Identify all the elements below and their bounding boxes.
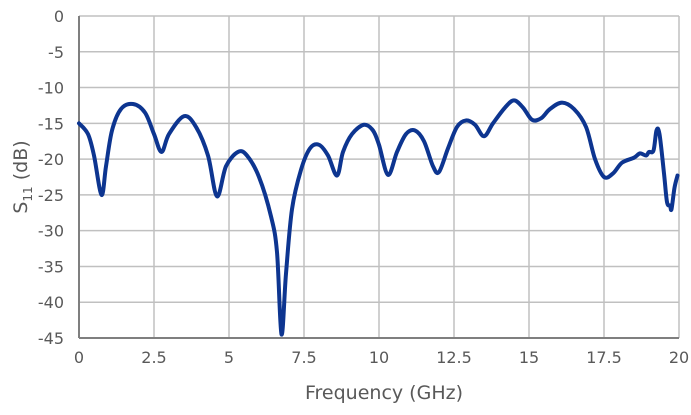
y-tick-label: -25 [38,186,64,205]
x-tick-label: 7.5 [291,348,316,367]
x-tick-label: 10 [369,348,389,367]
y-tick-label: -5 [48,43,64,62]
x-tick-label: 15 [519,348,539,367]
grid [78,15,680,339]
tick-labels: 0 2.5 5 7.5 10 12.5 15 17.5 20 0 -5 -10 -15 -20 -25 -30… [38,7,689,367]
y-tick-label: -10 [38,79,64,98]
x-tick-label: 0 [74,348,84,367]
x-tick-label: 20 [669,348,689,367]
x-axis-label: Frequency (GHz) [305,382,463,404]
y-tick-label: -35 [38,257,64,276]
y-tick-label: -45 [38,329,64,348]
series-line [77,98,680,337]
x-tick-label: 12.5 [436,348,472,367]
x-tick-label: 2.5 [141,348,166,367]
y-tick-label: -20 [38,150,64,169]
y-tick-label: -15 [38,114,64,133]
y-tick-label: -40 [38,293,64,312]
x-tick-label: 5 [224,348,234,367]
y-tick-label: -30 [38,222,64,241]
y-tick-label: 0 [54,7,64,26]
x-tick-label: 17.5 [586,348,622,367]
y-axis-label: S11 (dB) [10,140,35,213]
